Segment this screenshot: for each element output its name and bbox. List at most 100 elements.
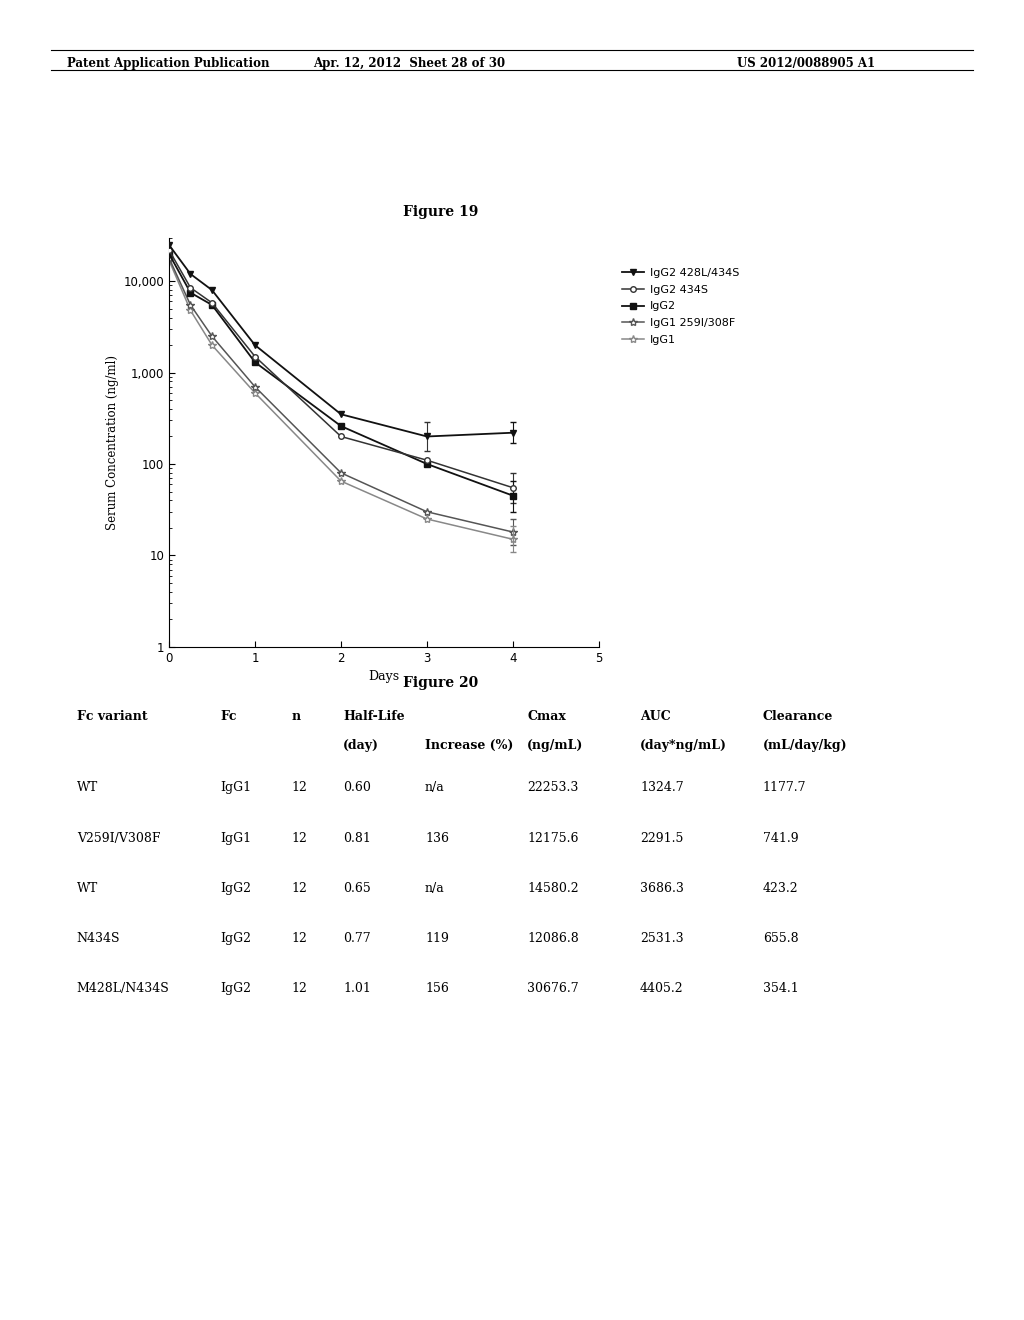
IgG2 434S [249, 348, 261, 364]
IgG1 [421, 511, 433, 527]
Text: 12: 12 [292, 932, 308, 945]
IgG1 [206, 337, 218, 352]
IgG2 434S [184, 280, 197, 296]
IgG2 [335, 418, 347, 434]
Text: 0.77: 0.77 [343, 932, 371, 945]
Text: Clearance: Clearance [763, 710, 834, 723]
Text: 1324.7: 1324.7 [640, 781, 684, 795]
IgG1 259I/308F [184, 297, 197, 313]
Text: 22253.3: 22253.3 [527, 781, 579, 795]
Text: 12: 12 [292, 781, 308, 795]
Text: 12086.8: 12086.8 [527, 932, 580, 945]
IgG2 434S [335, 429, 347, 445]
Text: Figure 19: Figure 19 [402, 205, 478, 219]
IgG2 434S [206, 294, 218, 310]
Text: 4405.2: 4405.2 [640, 982, 684, 995]
Text: 119: 119 [425, 932, 449, 945]
IgG1 [335, 473, 347, 488]
Text: AUC: AUC [640, 710, 671, 723]
Text: IgG2: IgG2 [220, 882, 251, 895]
IgG1 259I/308F [421, 504, 433, 520]
Text: 0.60: 0.60 [343, 781, 371, 795]
IgG2 428L/434S [507, 425, 519, 441]
Text: 3686.3: 3686.3 [640, 882, 684, 895]
Text: 423.2: 423.2 [763, 882, 799, 895]
Text: 741.9: 741.9 [763, 832, 799, 845]
IgG2 [206, 297, 218, 313]
Text: IgG2: IgG2 [220, 932, 251, 945]
Line: IgG2 428L/434S: IgG2 428L/434S [166, 242, 516, 440]
Text: IgG1: IgG1 [220, 781, 251, 795]
Text: 2291.5: 2291.5 [640, 832, 683, 845]
IgG2 428L/434S [421, 429, 433, 445]
Legend: IgG2 428L/434S, IgG2 434S, IgG2, IgG1 259I/308F, IgG1: IgG2 428L/434S, IgG2 434S, IgG2, IgG1 25… [617, 264, 743, 350]
Line: IgG1: IgG1 [165, 256, 517, 544]
IgG2 428L/434S [184, 267, 197, 282]
IgG2 [184, 285, 197, 301]
Text: (ng/mL): (ng/mL) [527, 739, 584, 752]
IgG1 [249, 385, 261, 401]
Y-axis label: Serum Concentration (ng/ml): Serum Concentration (ng/ml) [106, 355, 119, 529]
Text: IgG1: IgG1 [220, 832, 251, 845]
Text: 0.65: 0.65 [343, 882, 371, 895]
Text: Apr. 12, 2012  Sheet 28 of 30: Apr. 12, 2012 Sheet 28 of 30 [313, 57, 506, 70]
IgG2 428L/434S [335, 407, 347, 422]
IgG2 428L/434S [206, 282, 218, 298]
Text: WT: WT [77, 781, 98, 795]
Text: 1.01: 1.01 [343, 982, 371, 995]
Text: M428L/N434S: M428L/N434S [77, 982, 170, 995]
Line: IgG2 434S: IgG2 434S [166, 247, 516, 491]
Text: Fc variant: Fc variant [77, 710, 147, 723]
IgG1 259I/308F [335, 465, 347, 480]
Text: (mL/day/kg): (mL/day/kg) [763, 739, 848, 752]
Text: 12: 12 [292, 982, 308, 995]
Text: Cmax: Cmax [527, 710, 566, 723]
IgG2 [163, 246, 175, 261]
Text: Patent Application Publication: Patent Application Publication [67, 57, 269, 70]
Text: N434S: N434S [77, 932, 120, 945]
IgG1 259I/308F [206, 329, 218, 345]
Text: n/a: n/a [425, 882, 444, 895]
Text: 136: 136 [425, 832, 449, 845]
Text: (day*ng/mL): (day*ng/mL) [640, 739, 727, 752]
IgG2 428L/434S [249, 337, 261, 352]
Text: V259I/V308F: V259I/V308F [77, 832, 161, 845]
Text: 1177.7: 1177.7 [763, 781, 806, 795]
Text: Half-Life: Half-Life [343, 710, 404, 723]
Text: WT: WT [77, 882, 98, 895]
IgG1 259I/308F [163, 249, 175, 265]
IgG1 [184, 302, 197, 318]
IgG2 [507, 488, 519, 504]
Text: US 2012/0088905 A1: US 2012/0088905 A1 [737, 57, 876, 70]
Text: 354.1: 354.1 [763, 982, 799, 995]
Line: IgG2: IgG2 [166, 251, 516, 499]
Text: 12175.6: 12175.6 [527, 832, 579, 845]
IgG1 259I/308F [507, 524, 519, 540]
Text: 0.81: 0.81 [343, 832, 371, 845]
IgG2 434S [421, 453, 433, 469]
Text: 2531.3: 2531.3 [640, 932, 684, 945]
Text: 156: 156 [425, 982, 449, 995]
IgG1 259I/308F [249, 379, 261, 395]
Text: IgG2: IgG2 [220, 982, 251, 995]
IgG2 434S [507, 479, 519, 495]
Text: 12: 12 [292, 882, 308, 895]
IgG2 428L/434S [163, 236, 175, 252]
IgG2 434S [163, 242, 175, 257]
Text: n/a: n/a [425, 781, 444, 795]
Text: 14580.2: 14580.2 [527, 882, 579, 895]
Text: 30676.7: 30676.7 [527, 982, 579, 995]
IgG2 [249, 354, 261, 370]
IgG1 [507, 532, 519, 548]
IgG1 [163, 252, 175, 268]
Line: IgG1 259I/308F: IgG1 259I/308F [165, 253, 517, 536]
Text: Fc: Fc [220, 710, 237, 723]
Text: (day): (day) [343, 739, 379, 752]
Text: 12: 12 [292, 832, 308, 845]
Text: Figure 20: Figure 20 [402, 676, 478, 690]
Text: Increase (%): Increase (%) [425, 739, 513, 752]
Text: 655.8: 655.8 [763, 932, 799, 945]
IgG2 [421, 457, 433, 473]
Text: n: n [292, 710, 301, 723]
X-axis label: Days: Days [369, 671, 399, 684]
